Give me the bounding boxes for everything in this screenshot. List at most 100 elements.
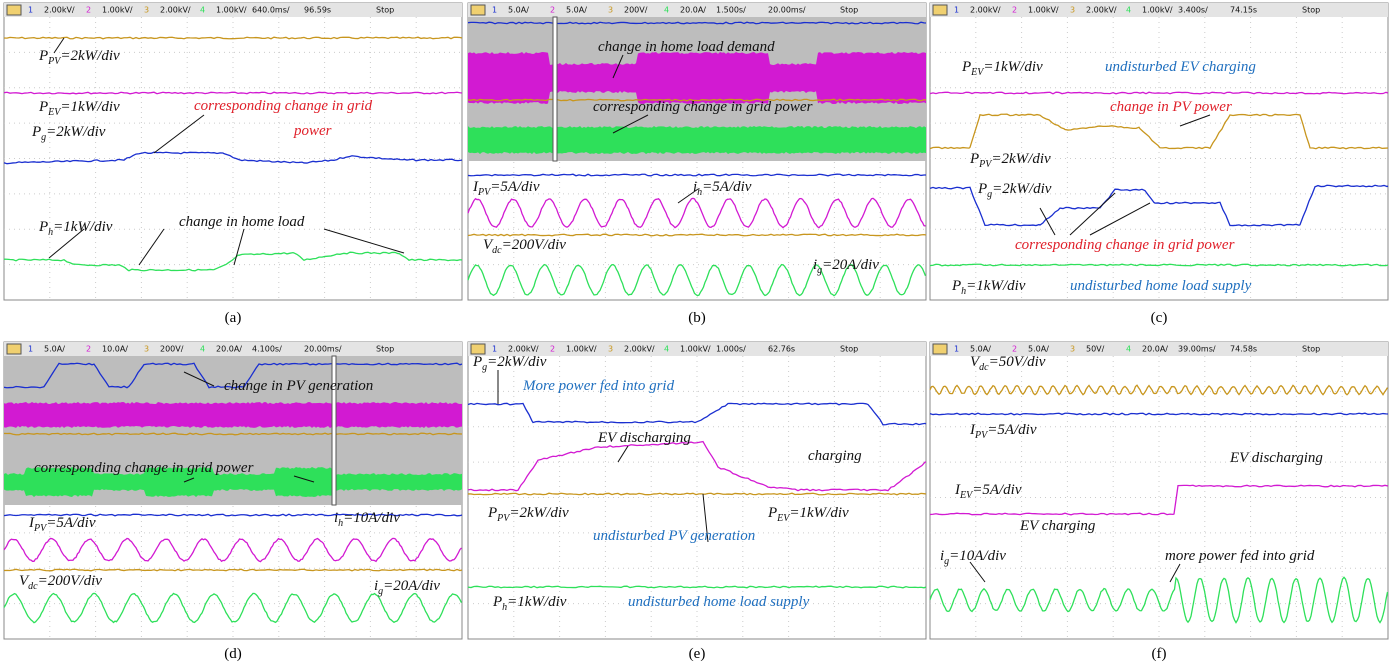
menu-icon (7, 5, 21, 15)
symbol: P (951, 278, 961, 294)
annotation-text: corresponding change in grid power (593, 99, 813, 115)
header-text: 4.100s/ (252, 345, 282, 354)
scope-panel: 12.00kV/21.00kV/32.00kV/41.00kV/3.400s/7… (930, 3, 1388, 300)
header-text: 62.76s (768, 345, 795, 354)
header-text: 1.000s/ (716, 345, 746, 354)
symbol: P (38, 219, 48, 235)
annotation: change in PV power (1110, 99, 1232, 115)
symbol: P (961, 59, 971, 75)
annotation: EV discharging (597, 430, 691, 446)
annotation-text: =1kW/div (60, 99, 120, 115)
annotation-text: =10A/div (949, 548, 1006, 564)
annotation-text: undisturbed home load supply (1070, 278, 1252, 294)
header-text: 3 (1070, 6, 1075, 15)
annotation-text: charging (808, 448, 862, 464)
annotation-text: EV discharging (597, 430, 691, 446)
annotation-text: =2kW/div (487, 354, 547, 370)
annotation-text: more power fed into grid (1165, 548, 1315, 564)
header-text: 3 (608, 345, 613, 354)
trace-band (4, 402, 462, 428)
annotation-text: =5A/div (987, 422, 1037, 438)
symbol: P (492, 594, 502, 610)
annotation: EV charging (1019, 518, 1096, 534)
caption: (c) (1151, 310, 1168, 326)
annotation-text: More power fed into grid (522, 378, 675, 394)
header-text: 2.00kV/ (160, 6, 191, 15)
header-text: 1 (28, 345, 33, 354)
annotation: undisturbed home load supply (628, 594, 810, 610)
header-text: 4 (664, 345, 669, 354)
symbol: P (977, 181, 987, 197)
header-text: Stop (1302, 6, 1320, 15)
annotation-text: =20A/div (822, 257, 879, 273)
annotation-text: change in home load (179, 214, 305, 230)
header-text: 2 (1012, 6, 1017, 15)
annotation-text: corresponding change in grid power (1015, 237, 1235, 253)
annotation: change in PV generation (224, 378, 373, 394)
header-text: 2 (550, 345, 555, 354)
annotation-text: =10A/div (343, 510, 400, 526)
annotation-text: EV charging (1019, 518, 1096, 534)
header-text: Stop (840, 345, 858, 354)
annotation: corresponding change in grid power (1015, 237, 1235, 253)
caption: (e) (689, 646, 706, 662)
annotation: undisturbed EV charging (1105, 59, 1256, 75)
header-text: 4 (1126, 6, 1131, 15)
header-text: 1.00kV/ (216, 6, 247, 15)
header-text: 200V/ (160, 345, 184, 354)
header-text: 20.00ms/ (304, 345, 342, 354)
header-text: 2 (86, 6, 91, 15)
header-text: 5.0A/ (566, 6, 587, 15)
header-text: 4 (664, 6, 669, 15)
annotation: EV discharging (1229, 450, 1323, 466)
caption: (b) (688, 310, 706, 326)
annotation: More power fed into grid (522, 378, 675, 394)
header-text: 74.58s (1230, 345, 1257, 354)
annotation-text: =1kW/div (966, 278, 1026, 294)
annotation-text: corresponding change in grid (194, 98, 373, 114)
annotation-text: EV discharging (1229, 450, 1323, 466)
header-text: 2.00kV/ (44, 6, 75, 15)
scope-panel: 12.00kV/21.00kV/32.00kV/41.00kV/640.0ms/… (4, 3, 462, 300)
header-text: Stop (376, 345, 394, 354)
header-text: 5.0A/ (44, 345, 65, 354)
annotation-text: undisturbed home load supply (628, 594, 810, 610)
header-text: 20.0A/ (1142, 345, 1168, 354)
annotation-text: change in PV power (1110, 99, 1232, 115)
header-text: 2 (1012, 345, 1017, 354)
header-text: 3 (144, 6, 149, 15)
header-text: 1 (954, 6, 959, 15)
header-text: 74.15s (1230, 6, 1257, 15)
header-text: 640.0ms/ (252, 6, 290, 15)
annotation-text: =2kW/div (60, 48, 120, 64)
header-text: 1.00kV/ (1028, 6, 1059, 15)
symbol: P (767, 505, 777, 521)
header-text: 2 (86, 345, 91, 354)
header-text: 1 (492, 345, 497, 354)
header-text: 10.0A/ (102, 345, 128, 354)
annotation: corresponding change in grid (194, 98, 373, 114)
symbol: P (38, 48, 48, 64)
annotation-text: =2kW/div (509, 505, 569, 521)
header-text: 1.00kV/ (1142, 6, 1173, 15)
trace-band (468, 52, 926, 104)
header-text: 3 (608, 6, 613, 15)
header-text: 20.0A/ (216, 345, 242, 354)
header-text: 1 (492, 6, 497, 15)
annotation: corresponding change in grid power (593, 99, 813, 115)
annotation-text: =5A/div (702, 179, 752, 195)
annotation: change in home load demand (598, 39, 775, 55)
header-text: 5.0A/ (508, 6, 529, 15)
annotation-text: undisturbed PV generation (593, 528, 755, 544)
header-text: 1.00kV/ (680, 345, 711, 354)
header-text: 1 (954, 345, 959, 354)
header-text: 1 (28, 6, 33, 15)
annotation-text: =5A/div (46, 515, 96, 531)
header-text: 50V/ (1086, 345, 1105, 354)
annotation-text: power (293, 123, 332, 139)
menu-icon (471, 5, 485, 15)
header-text: 1.500s/ (716, 6, 746, 15)
symbol: P (472, 354, 482, 370)
annotation: more power fed into grid (1165, 548, 1315, 564)
